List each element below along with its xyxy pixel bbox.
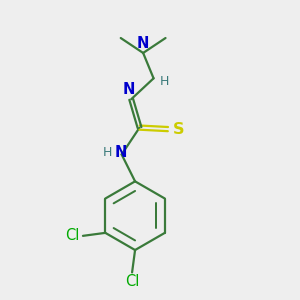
Text: S: S [172, 122, 184, 136]
Text: H: H [160, 75, 170, 88]
Text: N: N [123, 82, 135, 97]
Text: H: H [103, 146, 112, 160]
Text: Cl: Cl [66, 228, 80, 243]
Text: N: N [114, 146, 127, 160]
Text: N: N [137, 36, 149, 51]
Text: Cl: Cl [125, 274, 139, 289]
